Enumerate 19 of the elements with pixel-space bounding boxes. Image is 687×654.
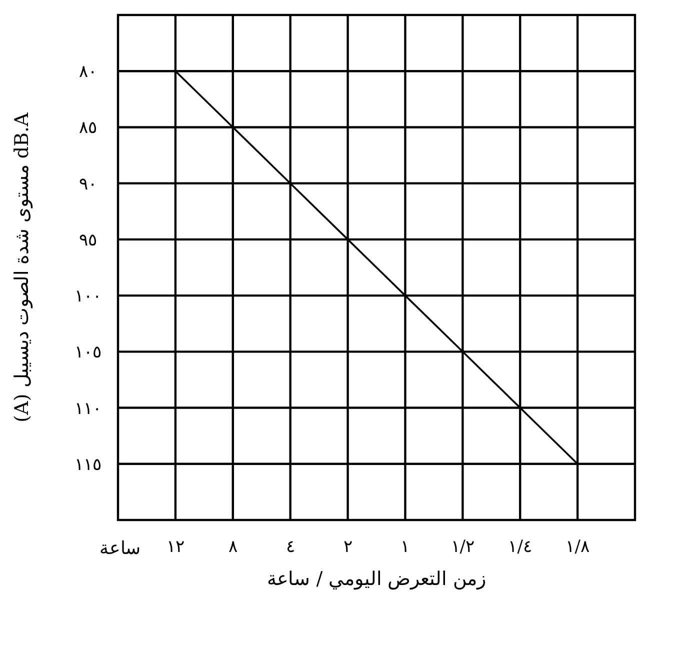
y-tick-label: ٨٠	[79, 62, 97, 82]
y-axis-title: dB.A مستوى شدة الصوت ديسيبل (A)	[11, 112, 33, 422]
y-tick-label: ١١٠	[74, 398, 102, 419]
y-tick-label: ٩٠	[79, 174, 97, 194]
y-tick-label: ٨٥	[79, 118, 97, 138]
x-tick-label: ٨	[228, 537, 238, 557]
x-axis-title: زمن التعرض اليومي / ساعة	[267, 568, 486, 590]
x-tick-label: ١/٤	[508, 537, 532, 557]
x-tick-label: ٤	[286, 537, 295, 557]
x-tick-label: ١٢	[166, 537, 184, 557]
y-tick-label: ٩٥	[79, 230, 97, 250]
y-tick-label: ١٠٠	[74, 286, 102, 307]
x-tick-label: ١/٨	[566, 537, 590, 557]
y-tick-label: ١١٥	[74, 454, 102, 475]
x-tick-label: ١/٢	[450, 537, 475, 557]
x-tick-label: ٢	[343, 537, 352, 557]
text: ساعة	[100, 538, 140, 559]
x-tick-label: ١	[400, 537, 410, 557]
y-tick-label: ١٠٥	[74, 342, 102, 363]
